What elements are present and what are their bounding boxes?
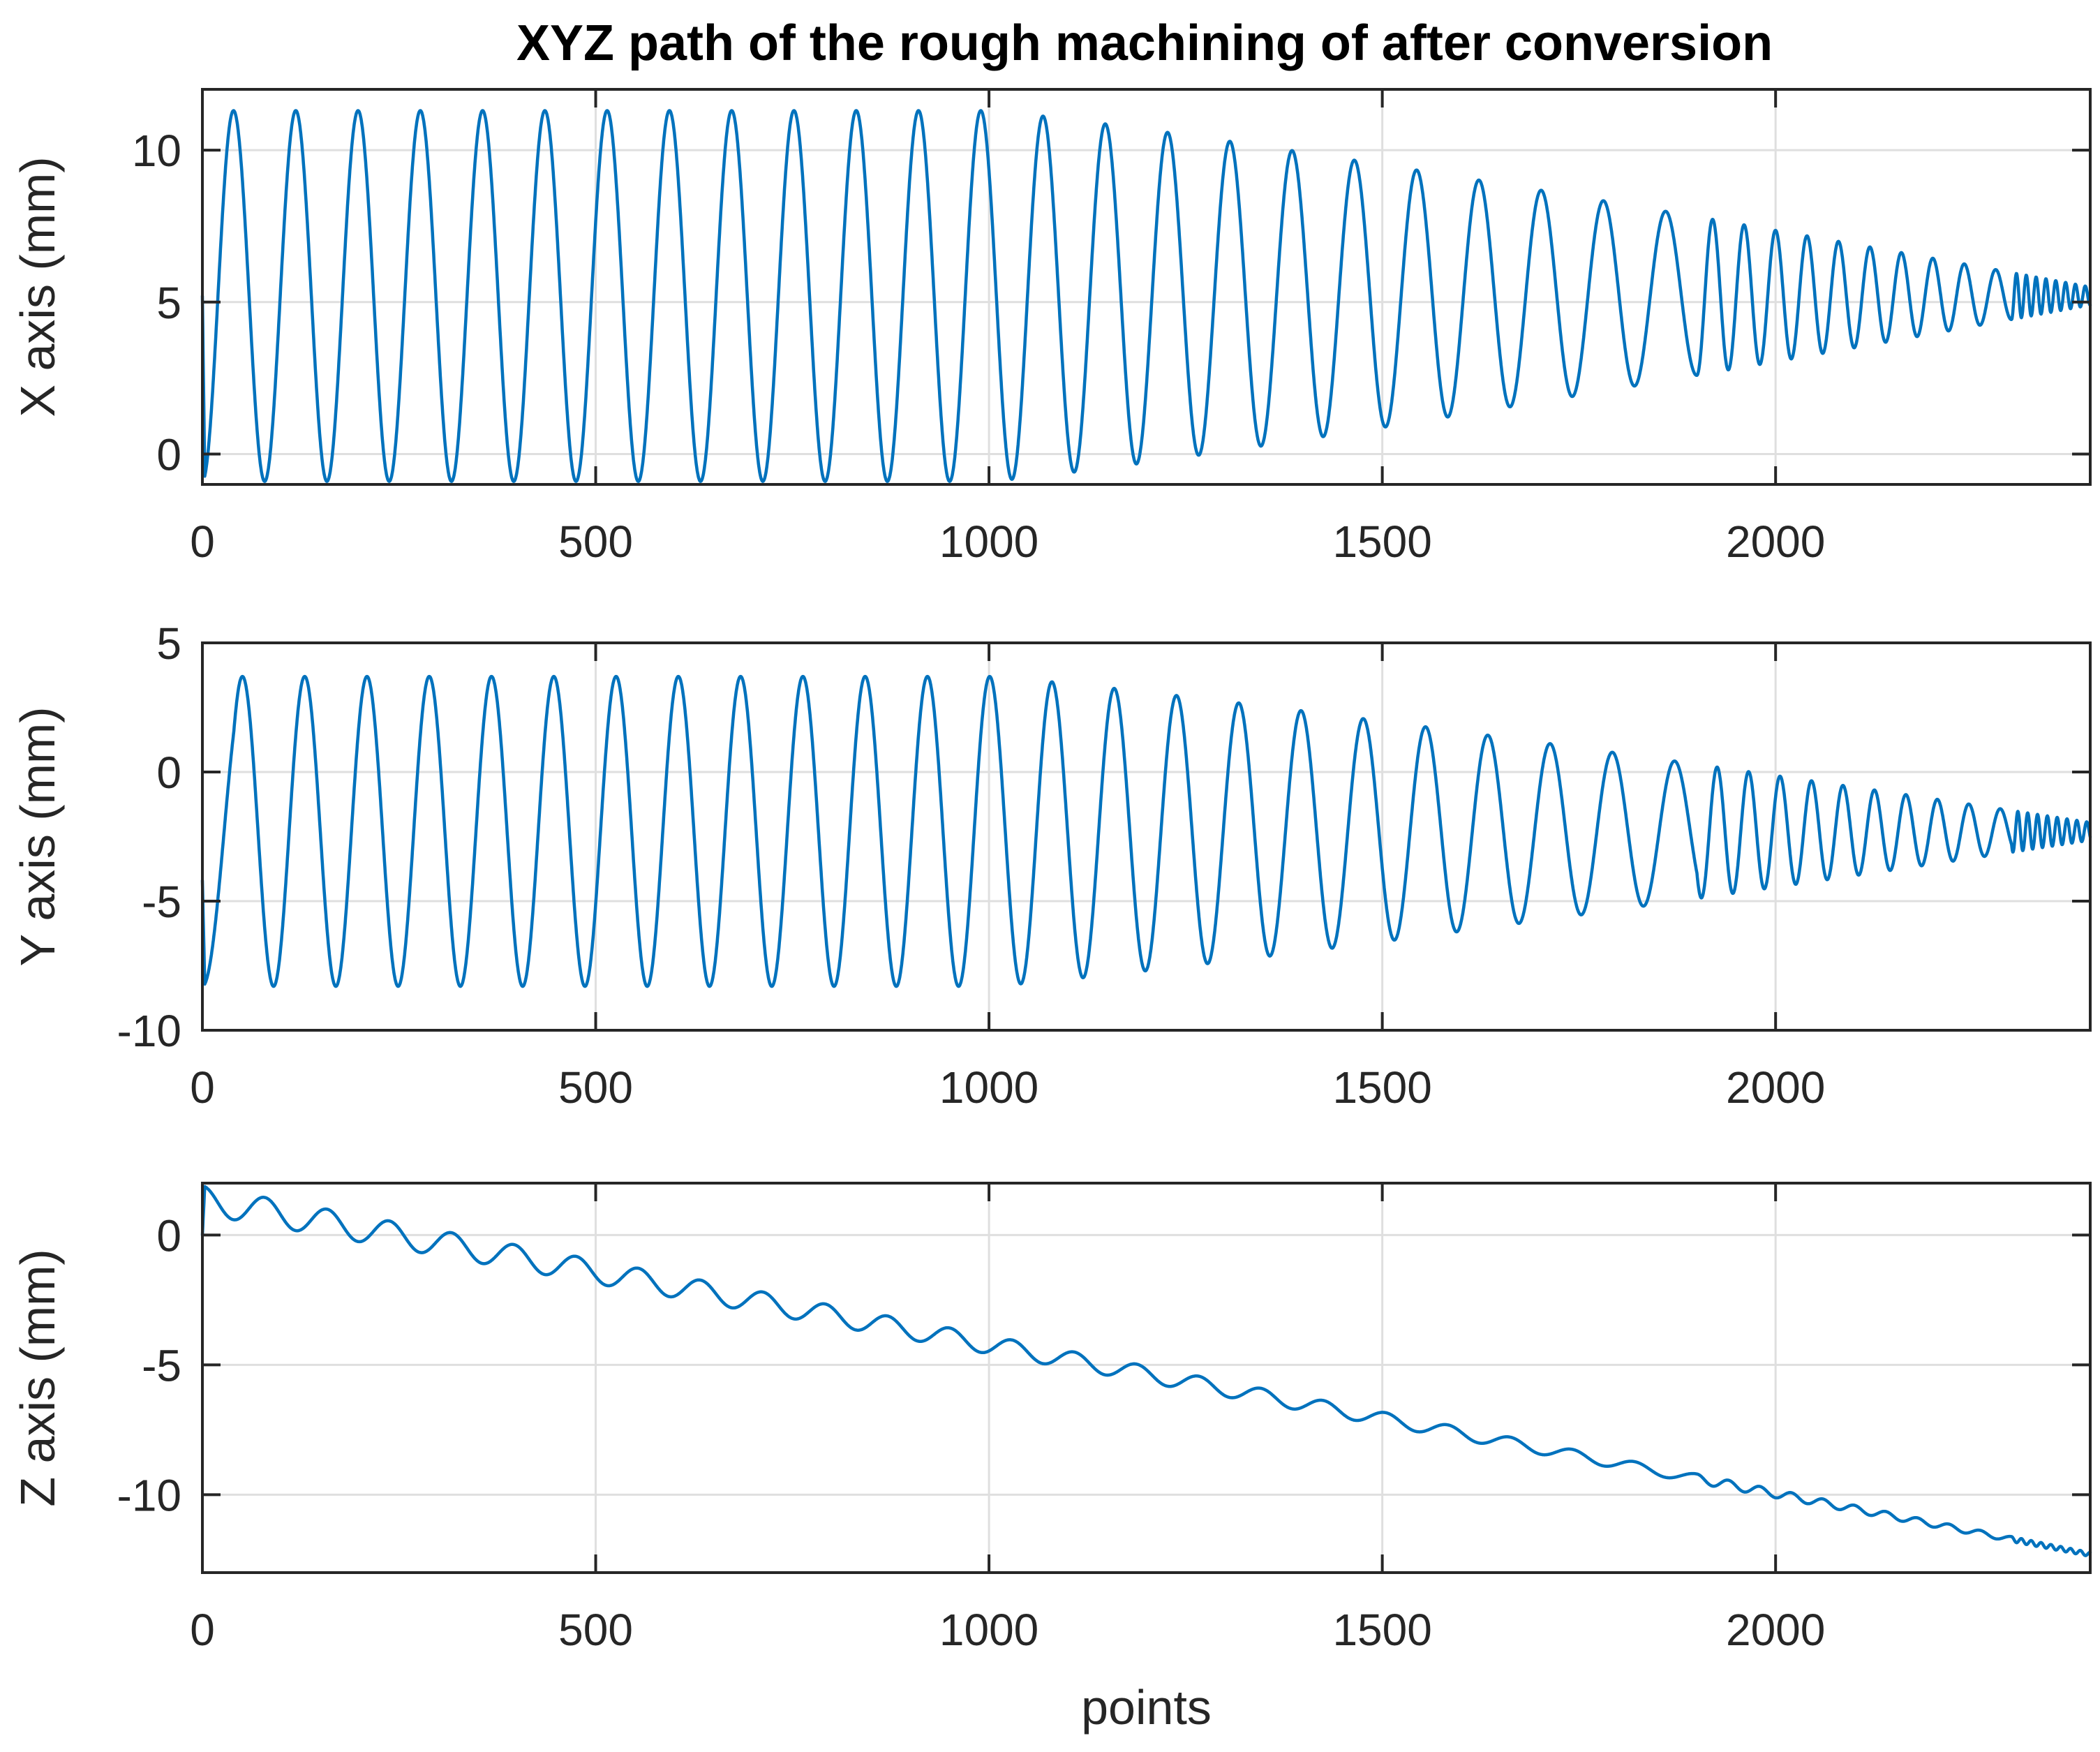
- x-axis-panel: 0 500 1000 1500 2000 0 5 10 X axis (mm): [10, 88, 2092, 567]
- x-tick-label: 2000: [1726, 517, 1825, 567]
- x-tick-label: 1500: [1332, 1062, 1431, 1113]
- y-tick-label: -10: [117, 1470, 182, 1520]
- plot-frame: [201, 641, 2092, 1032]
- x-tick-label: 0: [190, 517, 215, 567]
- x-tick-label: 1500: [1332, 517, 1431, 567]
- y-tick-label: 0: [156, 1210, 181, 1261]
- x-axis-series-line: [200, 109, 2092, 483]
- y-tick-label: -5: [142, 1340, 181, 1390]
- y-axis-series-line: [200, 674, 2092, 988]
- z-axis-panel: 0 500 1000 1500 2000 -10 -5 0 Z axis (mm) points: [10, 1182, 2092, 1735]
- y-tick-label: 0: [156, 748, 181, 798]
- y-axis-ylabel: Y axis (mm): [10, 706, 65, 966]
- plot-frame: [201, 1182, 2092, 1574]
- x-tick-label: 500: [558, 1605, 633, 1655]
- x-tick-label: 2000: [1726, 1605, 1825, 1655]
- x-tick-label: 2000: [1726, 1062, 1825, 1113]
- y-axis-panel: 0 500 1000 1500 2000 -10 -5 0 5 Y axis (mm): [10, 618, 2092, 1113]
- y-tick-label: 5: [156, 278, 181, 328]
- y-tick-label: 0: [156, 429, 181, 480]
- z-axis-ylabel: Z axis (mm): [10, 1249, 65, 1506]
- plot-frame: [201, 88, 2092, 486]
- x-tick-label: 0: [190, 1605, 215, 1655]
- y-tick-label: -5: [142, 877, 181, 927]
- x-tick-label: 500: [558, 517, 633, 567]
- x-tick-label: 1000: [939, 517, 1038, 567]
- x-tick-label: 1000: [939, 1062, 1038, 1113]
- y-tick-label: -10: [117, 1006, 182, 1056]
- x-tick-label: 1500: [1332, 1605, 1431, 1655]
- y-tick-label: 5: [156, 618, 181, 669]
- x-tick-label: 1000: [939, 1605, 1038, 1655]
- x-tick-label: 0: [190, 1062, 215, 1113]
- chart-title: XYZ path of the rough machining of after…: [516, 15, 1773, 71]
- x-tick-label: 500: [558, 1062, 633, 1113]
- x-axis-label: points: [1081, 1680, 1212, 1735]
- x-axis-ylabel: X axis (mm): [10, 156, 65, 417]
- y-tick-label: 10: [132, 126, 181, 176]
- z-axis-series-line: [200, 1185, 2092, 1557]
